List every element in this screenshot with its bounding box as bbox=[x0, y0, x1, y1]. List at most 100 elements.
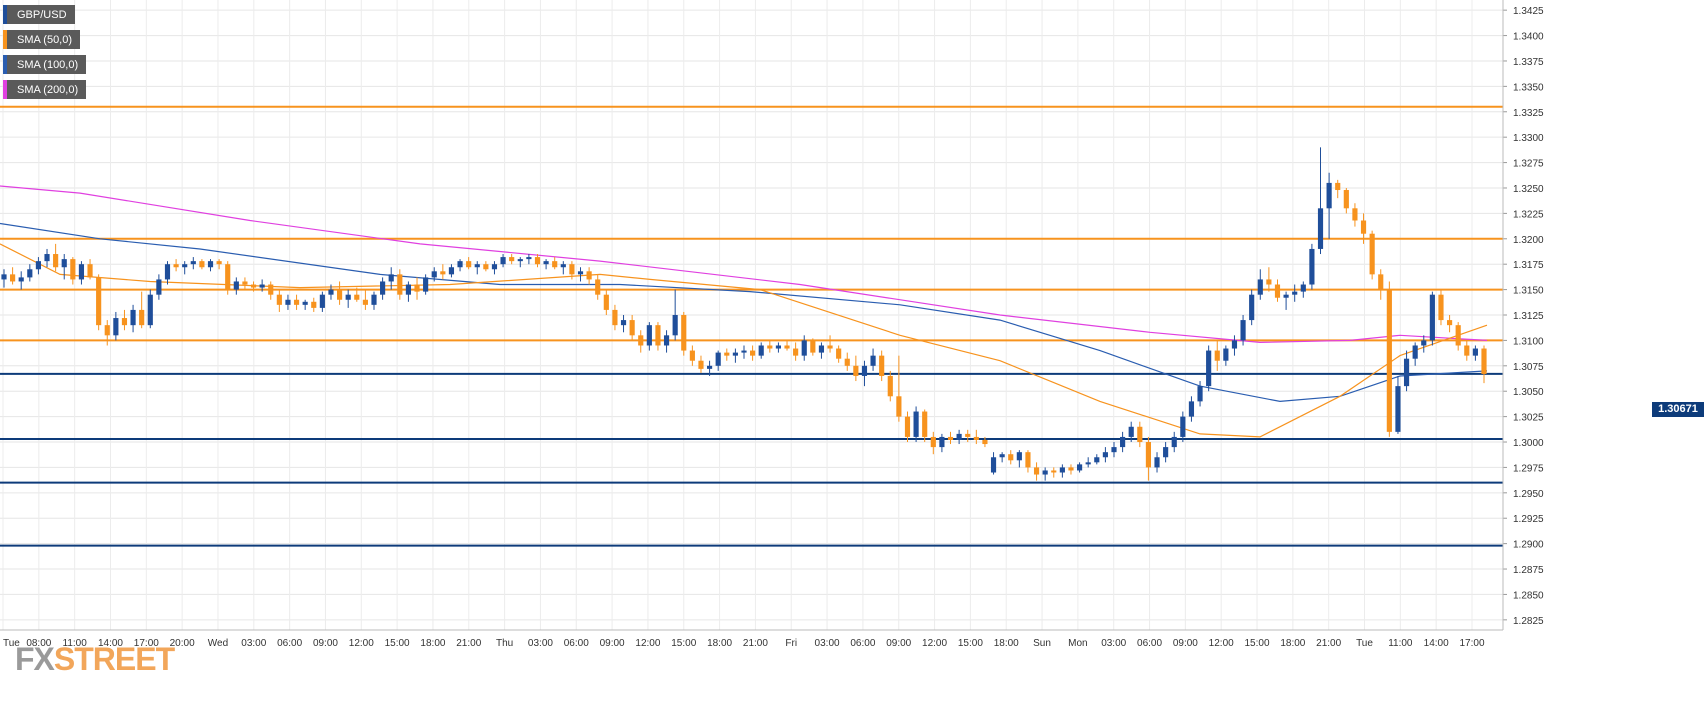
y-tick-label: 1.3300 bbox=[1513, 133, 1544, 144]
x-tick-label: 03:00 bbox=[815, 638, 840, 649]
candle-body bbox=[474, 264, 480, 268]
candle bbox=[483, 261, 489, 272]
candle-body bbox=[1171, 436, 1177, 448]
candle bbox=[1403, 350, 1410, 392]
legend-gbpusd[interactable]: GBP/USD bbox=[3, 5, 75, 24]
candle-body bbox=[362, 299, 368, 305]
candle-body bbox=[930, 436, 936, 448]
y-tick-label: 1.3325 bbox=[1513, 108, 1544, 119]
candle-body bbox=[526, 257, 532, 260]
candle bbox=[836, 345, 842, 363]
candle bbox=[311, 297, 317, 312]
y-tick-label: 1.3250 bbox=[1513, 184, 1544, 195]
moving-averages bbox=[0, 185, 1488, 438]
y-tick-label: 1.2825 bbox=[1513, 616, 1544, 627]
candle bbox=[1231, 335, 1238, 356]
candle-body bbox=[732, 352, 738, 356]
candle-body bbox=[758, 345, 764, 356]
candle bbox=[1197, 381, 1203, 407]
x-tick-label: 03:00 bbox=[241, 638, 266, 649]
legend-sma200[interactable]: SMA (200,0) bbox=[3, 80, 87, 99]
candle-body bbox=[190, 261, 196, 265]
candle-body bbox=[1438, 294, 1444, 321]
candle-body bbox=[1077, 464, 1083, 471]
candle-body bbox=[999, 454, 1005, 458]
candle bbox=[190, 257, 196, 270]
y-tick-label: 1.3100 bbox=[1513, 336, 1544, 347]
y-tick-label: 1.2975 bbox=[1513, 463, 1544, 474]
candle bbox=[182, 261, 188, 275]
candle-body bbox=[319, 294, 325, 308]
legend-sma100[interactable]: SMA (100,0) bbox=[3, 55, 87, 74]
candle bbox=[302, 299, 308, 310]
candle bbox=[577, 267, 584, 282]
candle bbox=[922, 409, 928, 443]
candle-body bbox=[466, 261, 472, 268]
candle-body bbox=[1395, 386, 1401, 432]
candle bbox=[1111, 442, 1117, 458]
candle-body bbox=[896, 396, 902, 417]
candle-body bbox=[35, 261, 41, 270]
candle-body bbox=[767, 345, 773, 349]
y-tick-label: 1.3150 bbox=[1513, 286, 1544, 297]
candle-body bbox=[27, 269, 33, 278]
candle bbox=[10, 267, 16, 285]
candle-body bbox=[1033, 467, 1040, 475]
y-tick-label: 1.3075 bbox=[1513, 362, 1544, 373]
candle bbox=[1309, 243, 1315, 290]
candle bbox=[1274, 279, 1281, 302]
candle bbox=[388, 267, 394, 290]
candle bbox=[293, 294, 300, 310]
candle bbox=[990, 452, 997, 475]
candle bbox=[242, 277, 248, 290]
x-tick-label: Tue bbox=[3, 638, 20, 649]
candle bbox=[457, 259, 463, 272]
horizontal-levels bbox=[0, 105, 1503, 547]
candle bbox=[956, 429, 962, 445]
candle-body bbox=[1206, 350, 1212, 387]
candle bbox=[715, 350, 721, 371]
candle bbox=[543, 259, 549, 270]
logo-street: STREET bbox=[53, 641, 175, 677]
candle-body bbox=[1429, 294, 1435, 341]
candle bbox=[732, 348, 738, 363]
candle-body bbox=[681, 315, 687, 351]
candle-body bbox=[259, 284, 265, 288]
candle-body bbox=[1154, 457, 1160, 468]
x-tick-label: Mon bbox=[1068, 638, 1087, 649]
candle-body bbox=[1197, 386, 1203, 402]
fxstreet-logo: FXSTREET bbox=[15, 641, 175, 678]
candle bbox=[896, 355, 902, 422]
candle-body bbox=[922, 411, 928, 437]
candle bbox=[1472, 345, 1478, 361]
candle-body bbox=[1360, 220, 1367, 234]
candle-body bbox=[750, 350, 756, 356]
candle bbox=[104, 320, 110, 346]
candle bbox=[1051, 467, 1057, 478]
candle bbox=[1464, 340, 1470, 361]
candle-body bbox=[1231, 340, 1238, 349]
candle-body bbox=[595, 279, 601, 295]
candle-body bbox=[1326, 182, 1332, 209]
x-tick-label: Sun bbox=[1033, 638, 1051, 649]
legend-sma50[interactable]: SMA (50,0) bbox=[3, 30, 81, 49]
candle-body bbox=[1421, 340, 1427, 346]
candle bbox=[1455, 322, 1461, 351]
candle bbox=[569, 261, 575, 280]
candle-body bbox=[10, 274, 16, 282]
candle-body bbox=[268, 284, 274, 295]
candle bbox=[1206, 345, 1212, 392]
candle-body bbox=[380, 281, 386, 295]
candle bbox=[1068, 464, 1074, 475]
candle bbox=[1292, 284, 1298, 302]
candle bbox=[1421, 335, 1427, 353]
candle bbox=[70, 257, 76, 285]
candle bbox=[1335, 179, 1341, 199]
x-tick-label: 09:00 bbox=[886, 638, 911, 649]
y-tick-label: 1.3225 bbox=[1513, 209, 1544, 220]
candle-body bbox=[1292, 291, 1298, 295]
candle-body bbox=[285, 299, 291, 305]
candle-body bbox=[147, 294, 153, 326]
candle-body bbox=[491, 264, 498, 270]
